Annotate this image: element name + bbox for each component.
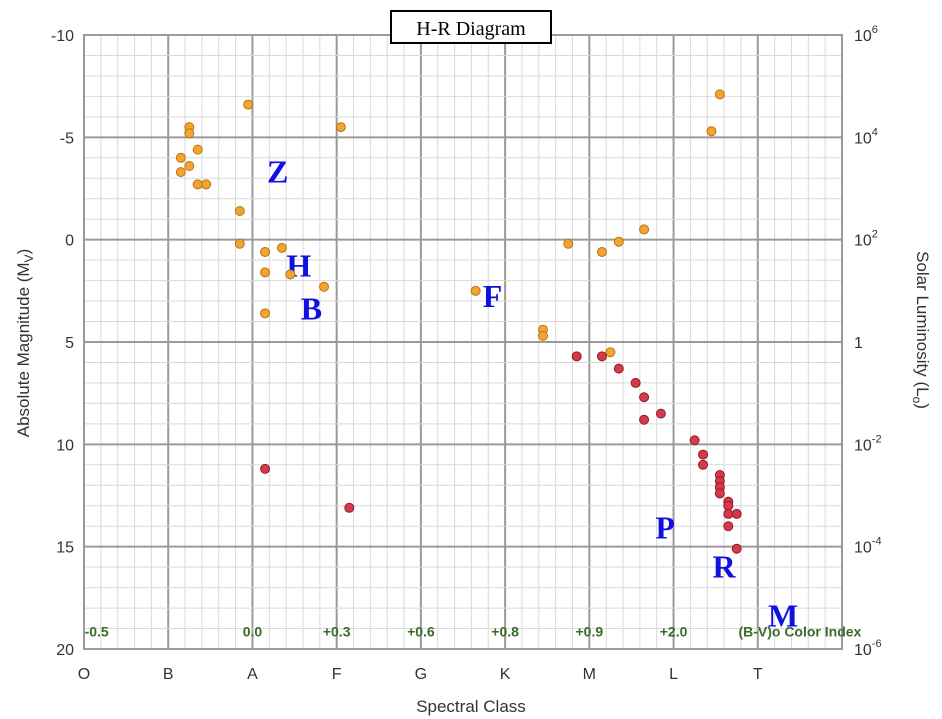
star-point-orange	[244, 100, 253, 109]
star-point-orange	[606, 348, 615, 357]
star-point-orange	[193, 145, 202, 154]
star-point-orange	[715, 90, 724, 99]
y2-tick-label: 10-4	[854, 536, 882, 557]
star-point-orange	[261, 268, 270, 277]
x-tick-label: K	[500, 666, 511, 683]
star-point-red	[345, 503, 354, 512]
star-point-red	[631, 378, 640, 387]
star-point-red	[724, 501, 733, 510]
star-point-orange	[176, 168, 185, 177]
y-tick-label: -10	[51, 28, 74, 45]
star-point-red	[597, 352, 606, 361]
star-point-orange	[193, 180, 202, 189]
x-tick-label: A	[247, 666, 258, 683]
color-index-label: +0.9	[576, 624, 604, 640]
x-tick-label: B	[163, 666, 174, 683]
chart-title: H-R Diagram	[416, 18, 526, 40]
star-point-red	[724, 509, 733, 518]
color-index-label: +0.6	[407, 624, 435, 640]
color-index-label: +0.3	[323, 624, 351, 640]
star-point-red	[699, 450, 708, 459]
star-point-orange	[597, 247, 606, 256]
y-tick-label: 0	[65, 233, 74, 250]
y2-tick-label: 106	[854, 24, 878, 45]
star-point-orange	[185, 161, 194, 170]
y-tick-label: 10	[56, 437, 74, 454]
color-index-label: -0.5	[85, 624, 109, 640]
y2-tick-label: 1	[854, 335, 863, 352]
color-index-label: 0.0	[243, 624, 263, 640]
star-point-orange	[202, 180, 211, 189]
star-point-red	[656, 409, 665, 418]
color-index-label: +0.8	[491, 624, 519, 640]
y2-tick-label: 10-6	[854, 638, 882, 659]
star-point-orange	[176, 153, 185, 162]
y-tick-label: -5	[60, 130, 74, 147]
y2-tick-label: 104	[854, 126, 878, 147]
star-point-orange	[707, 127, 716, 136]
star-point-orange	[539, 331, 548, 340]
star-point-orange	[640, 225, 649, 234]
x-tick-label: O	[78, 666, 90, 683]
star-point-orange	[336, 123, 345, 132]
y-tick-label: 5	[65, 335, 74, 352]
star-point-red	[261, 464, 270, 473]
star-point-red	[699, 460, 708, 469]
color-index-label: +2.0	[660, 624, 688, 640]
star-point-red	[572, 352, 581, 361]
y-tick-label: 15	[56, 540, 74, 557]
star-point-red	[640, 415, 649, 424]
y2-tick-label: 102	[854, 229, 878, 250]
star-point-orange	[320, 282, 329, 291]
region-label: B	[301, 290, 322, 326]
star-point-red	[732, 544, 741, 553]
star-point-red	[614, 364, 623, 373]
x-tick-label: T	[753, 666, 763, 683]
color-index-label: (B-V)o Color Index	[738, 624, 861, 640]
y2-axis-label: Solar Luminosity (Lo)	[910, 251, 932, 409]
x-tick-label: F	[332, 666, 342, 683]
y-axis-label: Absolute Magnitude (MV)	[14, 249, 36, 438]
y-axis-ticks: -10 -5 0 5 10 15 20	[51, 28, 74, 659]
y2-tick-label: 10-2	[854, 433, 882, 454]
x-tick-label: G	[415, 666, 427, 683]
star-point-orange	[261, 309, 270, 318]
star-point-red	[640, 393, 649, 402]
region-label: P	[655, 509, 675, 545]
y2-axis-ticks: 106 104 102 1 10-2 10-4 10-6	[854, 24, 882, 659]
star-point-orange	[185, 129, 194, 138]
star-point-orange	[471, 286, 480, 295]
x-tick-label: L	[669, 666, 678, 683]
region-label: Z	[267, 153, 288, 189]
star-point-red	[715, 489, 724, 498]
y-tick-label: 20	[56, 642, 74, 659]
star-point-orange	[564, 239, 573, 248]
x-axis-label: Spectral Class	[416, 697, 526, 716]
star-point-orange	[235, 239, 244, 248]
chart-title-box: H-R Diagram	[391, 11, 551, 43]
star-point-red	[690, 436, 699, 445]
star-point-orange	[235, 207, 244, 216]
star-point-red	[732, 509, 741, 518]
x-tick-label: M	[583, 666, 596, 683]
star-point-orange	[261, 247, 270, 256]
region-label: F	[483, 278, 503, 314]
region-label: R	[713, 548, 737, 584]
star-point-orange	[286, 270, 295, 279]
star-point-orange	[614, 237, 623, 246]
star-point-orange	[277, 243, 286, 252]
star-point-red	[724, 522, 733, 531]
